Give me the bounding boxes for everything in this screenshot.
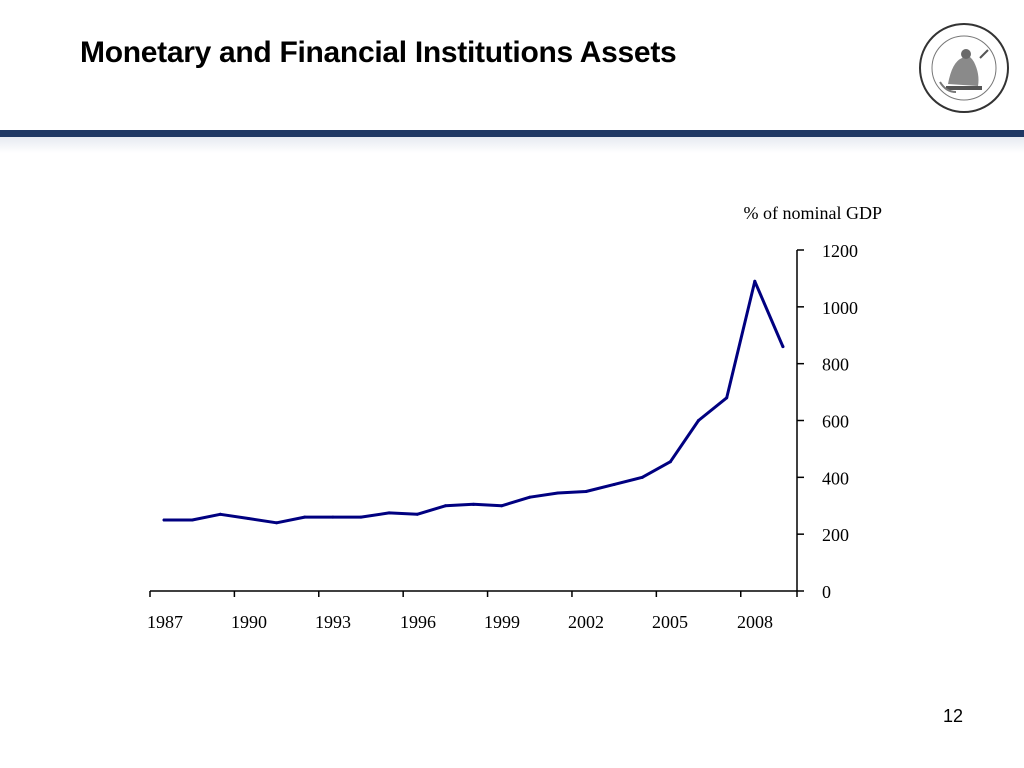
data-point (190, 518, 194, 522)
header-rule (0, 130, 1024, 137)
page-number: 12 (942, 706, 964, 726)
y-tick-label: 600 (822, 412, 849, 432)
x-tick-label: 1996 (400, 612, 436, 632)
series-group (162, 279, 785, 525)
y-tick-label: 1000 (822, 298, 858, 318)
data-point (162, 518, 166, 522)
series-line (162, 279, 785, 525)
data-point (753, 279, 757, 283)
y-tick-label: 1200 (822, 241, 858, 261)
data-point (218, 512, 222, 516)
data-point (415, 512, 419, 516)
slide-title: Monetary and Financial Institutions Asse… (80, 36, 677, 69)
x-tick-label: 1993 (315, 612, 351, 632)
data-point (556, 491, 560, 495)
data-point (781, 345, 785, 349)
y-tick-label: 400 (822, 468, 849, 488)
y-tick-label: 800 (822, 355, 849, 375)
x-tick-label: 2005 (652, 612, 688, 632)
data-point (697, 419, 701, 422)
x-tick-label: 1999 (484, 612, 520, 632)
data-point (528, 495, 532, 499)
y-tick-label: 200 (822, 525, 849, 545)
data-point (640, 475, 644, 479)
data-point (275, 521, 279, 525)
header-rule-shadow (0, 137, 1024, 153)
data-point (584, 490, 588, 494)
data-point (359, 515, 363, 519)
x-tick-label: 1987 (147, 612, 183, 632)
data-point (443, 504, 447, 508)
x-tick-label: 1990 (231, 612, 267, 632)
y-axis-label: % of nominal GDP (744, 203, 883, 223)
data-point (331, 515, 335, 519)
y-tick-label: 0 (822, 582, 831, 602)
data-point (472, 502, 475, 506)
data-point (303, 515, 307, 519)
data-point (500, 504, 504, 508)
data-point (387, 511, 391, 515)
x-ticks: 1987 1990 1993 1996 1999 2002 2005 2008 (147, 591, 798, 632)
bank-of-england-logo (919, 23, 1009, 113)
data-point (725, 396, 729, 400)
data-point (246, 517, 250, 521)
x-tick-label: 2008 (737, 612, 773, 632)
data-point (668, 460, 672, 464)
y-ticks: 0 200 400 600 800 1000 1200 (797, 241, 858, 602)
data-point (612, 482, 616, 486)
x-tick-label: 2002 (568, 612, 604, 632)
